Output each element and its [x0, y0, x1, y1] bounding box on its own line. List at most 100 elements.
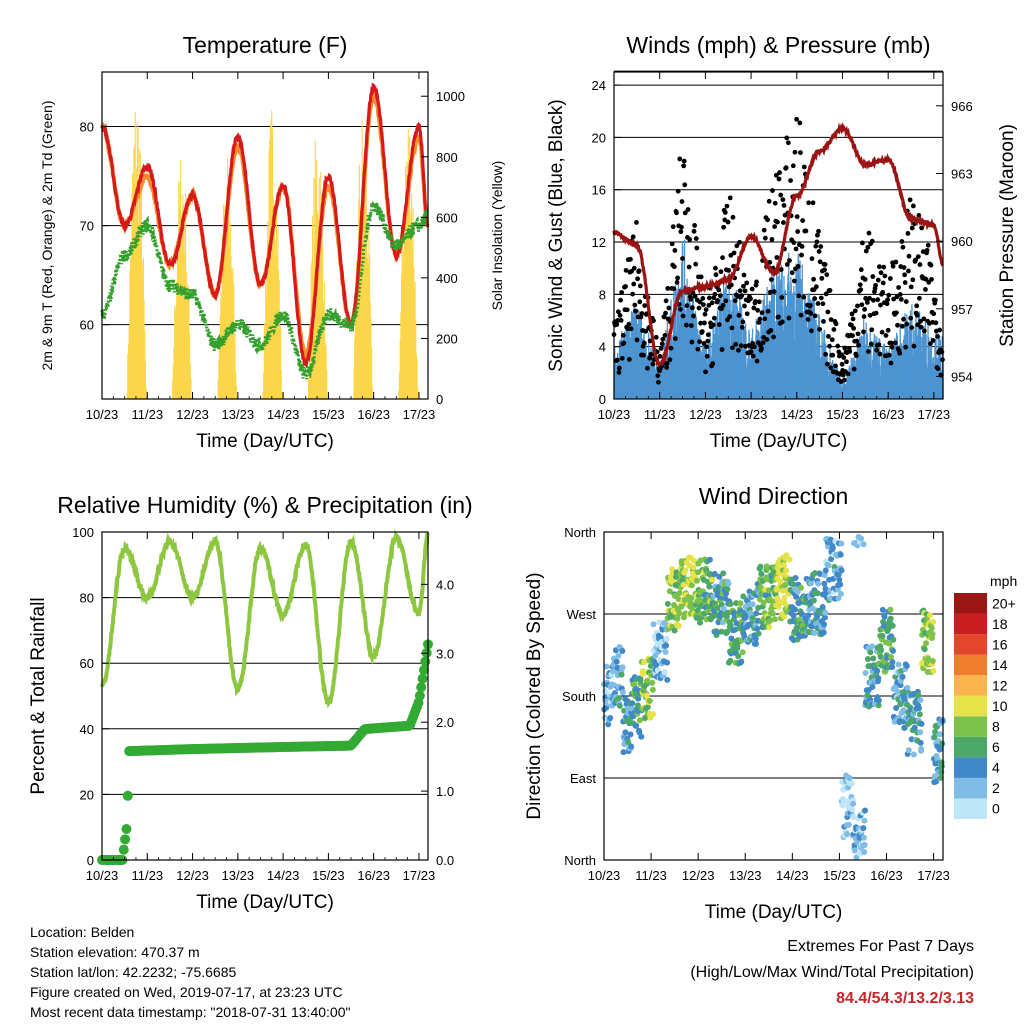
direction-point: [650, 711, 657, 718]
gust-point: [737, 239, 742, 245]
winds-y2label: Station Pressure (Maroon): [997, 124, 1018, 347]
gust-point: [857, 282, 863, 288]
gust-point: [783, 165, 789, 171]
gust-point: [796, 293, 802, 299]
gust-point: [725, 219, 731, 225]
winds-xtick-label: 14/23: [781, 407, 814, 422]
gust-point: [854, 338, 860, 344]
direction-point: [870, 655, 877, 662]
gust-point: [762, 316, 768, 322]
gust-point: [919, 225, 925, 231]
gust-point: [686, 264, 692, 270]
direction-point: [917, 697, 924, 704]
gust-point: [657, 353, 663, 359]
extremes-values: 84.4/54.3/13.2/3.13: [836, 990, 974, 1007]
direction-point: [653, 661, 660, 668]
direction-point: [638, 733, 645, 740]
direction-point: [820, 629, 827, 636]
gust-point: [815, 301, 821, 306]
direction-point: [862, 670, 869, 677]
gust-point: [666, 305, 672, 311]
direction-point: [821, 572, 828, 579]
direction-point: [615, 652, 622, 659]
sonic-wind-series: [613, 239, 944, 399]
gust-point: [847, 349, 853, 354]
humidity-xtick-label: 16/23: [357, 868, 390, 883]
winds-xtick-label: 12/23: [689, 407, 722, 422]
direction-point: [674, 615, 681, 622]
gust-point: [651, 318, 656, 324]
direction-point: [850, 814, 857, 821]
direction-point: [892, 673, 899, 680]
gust-point: [793, 246, 799, 252]
legend-label: 16: [992, 636, 1008, 652]
gust-point: [702, 320, 707, 326]
direction-point: [886, 640, 893, 647]
winds-frame: [613, 71, 944, 400]
direction-point: [858, 535, 865, 542]
gust-point: [631, 265, 637, 271]
gust-point: [617, 313, 623, 318]
gust-point: [615, 317, 621, 323]
direction-ytick-label: East: [570, 771, 596, 786]
direction-point: [720, 605, 727, 612]
gust-point: [903, 299, 909, 304]
direction-point: [911, 724, 918, 731]
direction-point: [845, 821, 852, 828]
gust-point: [755, 307, 761, 313]
legend-label: 10: [992, 698, 1008, 714]
direction-point: [753, 610, 760, 617]
temperature-xtick-label: 16/23: [357, 407, 390, 422]
direction-point: [644, 704, 651, 711]
humidity-y2tick-label: 0.0: [436, 853, 454, 868]
direction-xtick-label: 12/23: [682, 868, 715, 883]
gust-point: [798, 150, 803, 156]
direction-point: [828, 556, 835, 563]
gust-point: [869, 327, 875, 333]
gust-point: [719, 347, 725, 352]
gust-point: [800, 218, 806, 223]
gust-point: [664, 364, 670, 370]
direction-point: [932, 728, 939, 735]
legend-label: 0: [992, 801, 1000, 817]
gust-point: [784, 135, 790, 141]
gust-point: [873, 310, 879, 316]
direction-point: [755, 604, 762, 611]
direction-point: [749, 601, 756, 608]
direction-series: [601, 533, 946, 861]
precip-point: [120, 834, 131, 845]
gust-point: [845, 371, 851, 377]
winds-ytick-label: 20: [592, 130, 606, 145]
direction-point: [829, 544, 836, 551]
direction-point: [875, 697, 882, 704]
gust-point: [683, 322, 689, 328]
gust-point: [701, 341, 707, 346]
legend-label: 14: [992, 657, 1008, 673]
legend-swatch: [954, 798, 987, 819]
direction-point: [724, 586, 731, 593]
gust-point: [703, 307, 709, 313]
gust-point: [910, 203, 916, 209]
direction-point: [889, 664, 896, 671]
gust-point: [681, 158, 687, 164]
gust-point: [748, 349, 754, 355]
gust-point: [803, 228, 809, 234]
direction-point: [725, 580, 732, 587]
direction-frame: [603, 531, 944, 861]
direction-point: [618, 671, 625, 678]
winds-xtick-label: 16/23: [872, 407, 905, 422]
gust-point: [677, 306, 683, 312]
direction-point: [880, 622, 887, 629]
gust-point: [881, 264, 887, 270]
direction-point: [792, 575, 799, 582]
humidity-ytick-label: 20: [80, 787, 94, 802]
temperature-xtick-label: 12/23: [176, 407, 209, 422]
direction-point: [780, 561, 787, 568]
direction-point: [676, 610, 683, 617]
gust-point: [720, 302, 726, 308]
gust-point: [913, 257, 918, 263]
temperature-y2tick-label: 800: [436, 150, 458, 165]
gust-point: [705, 332, 711, 338]
direction-point: [752, 635, 759, 642]
direction-point: [897, 701, 904, 708]
